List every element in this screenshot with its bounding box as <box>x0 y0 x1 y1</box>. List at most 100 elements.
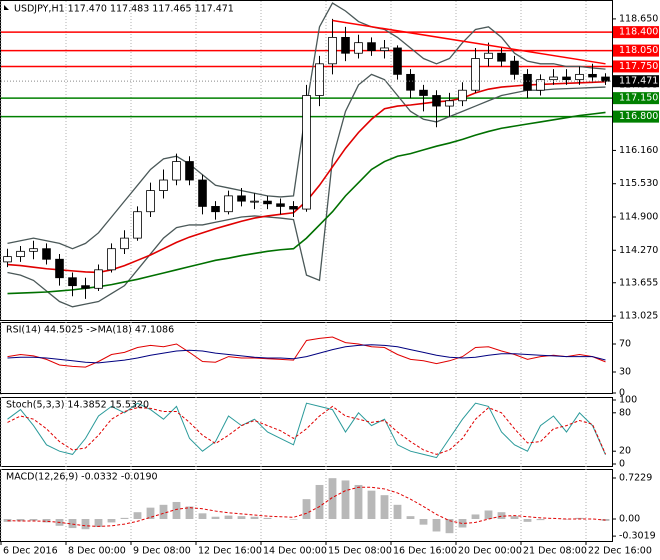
x-tick-label: 6 Dec 2016 <box>3 546 58 557</box>
candle-body <box>380 47 389 51</box>
candle-body <box>458 89 467 102</box>
y-tick-label: 100 <box>619 395 637 406</box>
macd-bar <box>172 501 181 519</box>
chart-title: USDJPY,H1 117.470 117.483 117.465 117.47… <box>14 4 234 15</box>
candle-body <box>432 95 441 107</box>
candle-body <box>263 200 272 205</box>
macd-bar <box>536 518 545 521</box>
macd-bar <box>432 518 441 532</box>
macd-bar <box>250 516 259 519</box>
candle-body <box>276 203 285 207</box>
level-label: 117.750 <box>619 61 658 72</box>
macd-bar <box>211 516 220 519</box>
macd-bar <box>107 518 116 523</box>
series-line <box>7 405 606 455</box>
level-label: 118.050 <box>619 45 658 56</box>
candle-body <box>341 36 350 54</box>
level-label-box <box>613 110 659 123</box>
candle-body <box>211 206 220 213</box>
x-tick-label: 21 Dec 08:00 <box>523 546 587 557</box>
y-tick-label: 118.650 <box>619 13 658 24</box>
candle-body <box>588 73 597 78</box>
macd-bar <box>3 518 12 522</box>
macd-title: MACD(12,26,9) -0.0332 -0.0190 <box>6 472 158 483</box>
candle-body <box>601 76 610 82</box>
candle-body <box>159 179 168 191</box>
candle-body <box>120 237 129 250</box>
series-line <box>7 111 606 295</box>
macd-bar <box>146 507 155 519</box>
y-tick-label: 0.7229 <box>619 473 652 484</box>
candle-body <box>237 195 246 202</box>
y-tick-label: 0 <box>619 388 625 399</box>
macd-bar <box>393 504 402 519</box>
candle-body <box>81 285 90 289</box>
macd-bar <box>328 478 337 519</box>
candle-body <box>575 73 584 81</box>
level-label: 116.800 <box>619 111 658 122</box>
candle-body <box>315 63 324 96</box>
macd-bar <box>406 516 415 519</box>
level-label-box <box>613 92 659 105</box>
y-tick-label: -0.3019 <box>619 531 656 542</box>
last-price-box <box>613 75 659 88</box>
candle-body <box>471 58 480 91</box>
candle-body <box>16 250 25 258</box>
candle-body <box>42 248 51 260</box>
macd-bar <box>133 512 142 519</box>
candle-body <box>497 52 506 62</box>
x-tick-label: 22 Dec 16:00 <box>588 546 652 557</box>
y-tick-label: 0.00 <box>619 513 640 524</box>
macd-bar <box>315 484 324 519</box>
candle-body <box>224 195 233 213</box>
candle-body <box>367 42 376 51</box>
macd-bar <box>185 506 194 519</box>
macd-bar <box>484 510 493 519</box>
macd-bar <box>289 518 298 520</box>
candle-body <box>3 256 12 263</box>
macd-bar <box>224 515 233 519</box>
candle-body <box>562 76 571 81</box>
candle-body <box>302 95 311 210</box>
candle-body <box>419 89 428 96</box>
x-tick-label: 14 Dec 00:00 <box>263 546 327 557</box>
macd-bar <box>575 517 584 519</box>
x-tick-label: 8 Dec 00:00 <box>68 546 126 557</box>
level-label-box <box>613 60 659 73</box>
candle-body <box>354 42 363 54</box>
macd-bar <box>471 514 480 519</box>
macd-bar <box>159 504 168 519</box>
candle-body <box>68 277 77 287</box>
candle-body <box>55 258 64 279</box>
trendline <box>332 19 606 65</box>
macd-bar <box>237 516 246 519</box>
y-tick-label: 113.655 <box>619 277 658 288</box>
last-price-label: 117.471 <box>619 76 658 87</box>
series-line <box>7 73 606 308</box>
y-tick-label: 80 <box>619 407 631 418</box>
candle-body <box>289 206 298 210</box>
candle-body <box>510 60 519 75</box>
series-line <box>7 344 606 364</box>
y-tick-label: 113.025 <box>619 311 658 322</box>
symbol-icon <box>4 5 9 10</box>
candle-body <box>94 269 103 289</box>
level-label: 117.150 <box>619 93 658 104</box>
candle-body <box>250 200 259 203</box>
macd-bar <box>354 484 363 519</box>
series-line <box>7 402 606 459</box>
y-tick-label: 0 <box>619 459 625 470</box>
rsi-title: RSI(14) 44.5025 ->MA(18) 47.1086 <box>6 325 174 336</box>
stoch-title: Stoch(5,3,3) 14.3852 15.5320 <box>6 400 149 411</box>
y-tick-label: 114.900 <box>619 211 658 222</box>
macd-bar <box>68 518 77 529</box>
x-tick-label: 20 Dec 00:00 <box>458 546 522 557</box>
y-tick-label: 115.530 <box>619 178 658 189</box>
y-tick-label: 114.270 <box>619 245 658 256</box>
candle-body <box>549 76 558 81</box>
level-label-box <box>613 44 659 57</box>
macd-bar <box>458 518 467 528</box>
candle-body <box>536 79 545 91</box>
level-label-box <box>613 26 659 39</box>
